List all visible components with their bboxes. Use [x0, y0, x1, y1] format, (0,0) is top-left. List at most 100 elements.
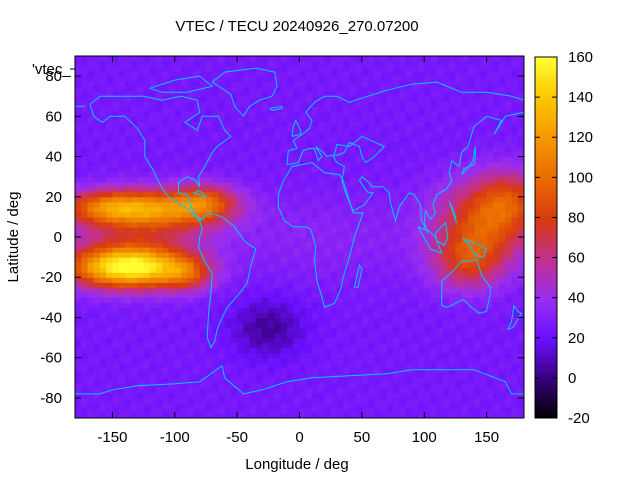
- heat-cell: [280, 262, 288, 268]
- heat-cell: [399, 292, 407, 298]
- heat-cell: [124, 216, 132, 223]
- heat-cell: [93, 322, 101, 329]
- heat-cell: [262, 362, 269, 369]
- heat-cell: [299, 247, 307, 253]
- heat-cell: [205, 231, 213, 238]
- heat-cell: [87, 211, 95, 218]
- heat-cell: [156, 81, 163, 87]
- heat-cell: [399, 181, 407, 188]
- heat-cell: [349, 352, 357, 359]
- heat-cell: [505, 211, 513, 218]
- heat-cell: [156, 337, 163, 344]
- heat-cell: [118, 166, 126, 173]
- heat-cell: [399, 372, 407, 379]
- heat-cell: [274, 242, 282, 248]
- heat-cell: [287, 121, 294, 127]
- heat-cell: [124, 332, 132, 339]
- heat-cell: [343, 317, 350, 324]
- heat-cell: [374, 91, 382, 97]
- heat-cell: [393, 226, 400, 233]
- heat-cell: [199, 161, 207, 168]
- heat-cell: [255, 76, 263, 82]
- heat-cell: [280, 131, 288, 138]
- heat-cell: [255, 362, 263, 369]
- heat-cell: [255, 392, 263, 399]
- heat-cell: [349, 111, 357, 117]
- heat-cell: [461, 242, 469, 248]
- heat-cell: [449, 196, 457, 203]
- heat-cell: [393, 382, 400, 389]
- heat-cell: [449, 101, 457, 107]
- heat-cell: [355, 357, 363, 364]
- heat-cell: [417, 332, 425, 339]
- heat-cell: [517, 292, 524, 298]
- heat-cell: [162, 282, 170, 288]
- heat-cell: [318, 151, 326, 158]
- heat-cell: [280, 237, 288, 243]
- heat-cell: [430, 302, 438, 308]
- heat-cell: [449, 216, 457, 223]
- heat-cell: [99, 407, 107, 414]
- heat-cell: [311, 91, 319, 97]
- heat-cell: [380, 382, 388, 389]
- heat-cell: [230, 372, 238, 379]
- heat-cell: [187, 357, 195, 364]
- heat-cell: [205, 136, 213, 143]
- heat-cell: [455, 277, 463, 283]
- heat-cell: [380, 362, 388, 369]
- heat-cell: [131, 221, 138, 228]
- heat-cell: [280, 181, 288, 188]
- heat-cell: [480, 71, 488, 77]
- heat-cell: [361, 156, 369, 163]
- heat-cell: [237, 66, 244, 72]
- heat-cell: [218, 397, 226, 404]
- heat-cell: [168, 412, 176, 418]
- heat-cell: [137, 111, 145, 117]
- heat-cell: [87, 201, 95, 208]
- heat-cell: [361, 247, 369, 253]
- heat-cell: [218, 76, 226, 82]
- heat-cell: [230, 146, 238, 153]
- heat-cell: [455, 136, 463, 143]
- heat-cell: [517, 126, 524, 133]
- heat-cell: [480, 101, 488, 107]
- heat-cell: [405, 257, 413, 263]
- heat-cell: [517, 106, 524, 112]
- heat-cell: [249, 342, 257, 349]
- heat-cell: [417, 101, 425, 107]
- heat-cell: [336, 312, 344, 319]
- heat-cell: [205, 121, 213, 127]
- heat-cell: [461, 297, 469, 303]
- heat-cell: [168, 312, 176, 319]
- heat-cell: [393, 96, 400, 102]
- heat-cell: [205, 151, 213, 158]
- heat-cell: [299, 196, 307, 203]
- heat-cell: [318, 282, 326, 288]
- heat-cell: [374, 171, 382, 178]
- heat-cell: [224, 352, 232, 359]
- heat-cell: [424, 191, 432, 198]
- heat-cell: [124, 402, 132, 409]
- heat-cell: [212, 237, 220, 243]
- heat-cell: [118, 337, 126, 344]
- heat-cell: [517, 71, 524, 77]
- heat-cell: [205, 101, 213, 107]
- heat-cell: [436, 272, 444, 278]
- heat-cell: [293, 317, 301, 324]
- heat-cell: [87, 282, 95, 288]
- heat-cell: [268, 352, 276, 359]
- heat-cell: [75, 257, 82, 263]
- heat-cell: [442, 247, 450, 253]
- heat-cell: [411, 337, 419, 344]
- heat-cell: [124, 151, 132, 158]
- heat-cell: [93, 242, 101, 248]
- heat-cell: [393, 397, 400, 404]
- heat-cell: [168, 272, 176, 278]
- heat-cell: [149, 196, 157, 203]
- heat-cell: [255, 136, 263, 143]
- heat-cell: [324, 392, 332, 399]
- heat-cell: [287, 126, 294, 133]
- heat-cell: [324, 141, 332, 148]
- heat-cell: [156, 237, 163, 243]
- heat-cell: [499, 146, 506, 153]
